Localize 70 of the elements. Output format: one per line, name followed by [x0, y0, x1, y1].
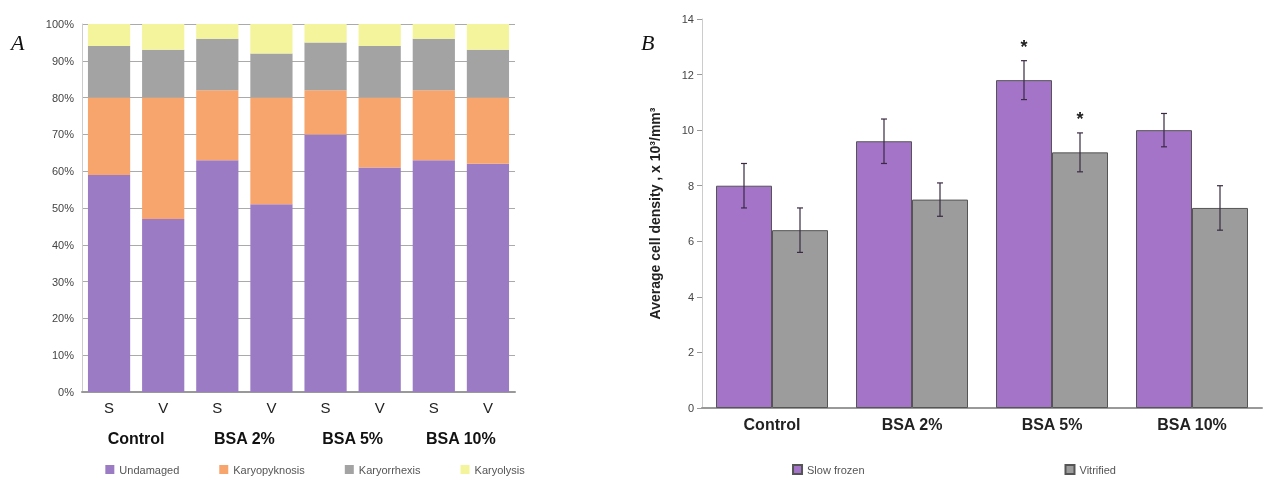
bar: [412, 90, 455, 161]
bar: [412, 160, 455, 392]
y-tick-label: 40%: [51, 238, 75, 251]
bar: [87, 24, 131, 47]
text: BSA 5%: [322, 429, 384, 447]
bar: [304, 24, 347, 43]
x-tick-label: Control: [743, 415, 801, 433]
y-tick-label: 10: [681, 124, 694, 137]
legend-label: Karyopyknosis: [233, 463, 306, 476]
x-tick-label: BSA 10%: [1157, 415, 1227, 433]
text: BSA 2%: [213, 429, 275, 447]
y-axis-title: Average cell density , x 10³/mm³: [647, 107, 663, 320]
y-tick-label: 8: [687, 179, 694, 192]
y-tick-label: 70%: [51, 128, 75, 141]
bar: [250, 204, 293, 392]
y-tick-label: 0: [687, 402, 694, 414]
bar: [358, 97, 401, 168]
bar: [304, 90, 347, 135]
text: BSA 10%: [426, 429, 496, 447]
bar: [142, 219, 185, 392]
bar: [250, 24, 293, 54]
annotation: *: [1020, 36, 1028, 57]
bar: [87, 97, 131, 175]
y-tick-label: 6: [687, 235, 694, 248]
y-tick-label: 4: [687, 290, 694, 303]
legend-label: Undamaged: [119, 463, 180, 476]
x-tick-label: S: [104, 399, 115, 416]
bar: [466, 24, 510, 50]
legend-label: Karyolysis: [474, 463, 526, 476]
y-tick-label: 60%: [51, 165, 75, 178]
bar: [412, 24, 455, 39]
x-tick-label: BSA 2%: [881, 415, 943, 433]
x-tick-label: V: [158, 399, 169, 416]
x-tick-label: BSA 5%: [1021, 415, 1083, 433]
x-tick-label: V: [266, 399, 277, 416]
x-tick-label: V: [482, 399, 493, 416]
bar: [466, 163, 510, 392]
bar: [466, 97, 510, 164]
bar: [358, 167, 401, 392]
y-tick-label: 30%: [51, 275, 75, 288]
text: Control: [107, 429, 165, 447]
bar: [87, 174, 131, 392]
y-tick-label: 20%: [51, 312, 75, 325]
chart-title: A: [9, 29, 25, 55]
y-tick-label: 14: [681, 13, 694, 25]
y-tick-label: 0%: [58, 386, 75, 398]
bar: [358, 24, 401, 47]
legend-label: Vitrified: [1079, 463, 1116, 476]
legend-label: Karyorrhexis: [358, 463, 422, 476]
x-tick-label: V: [374, 399, 385, 416]
x-tick-label: S: [212, 399, 223, 416]
bar: [250, 97, 293, 205]
text: B: [641, 29, 655, 55]
bar: [196, 160, 239, 392]
bar: [142, 97, 185, 220]
y-tick-label: 12: [681, 68, 694, 81]
bar: [142, 24, 185, 50]
x-tick-label: S: [428, 399, 439, 416]
x-tick-label: S: [320, 399, 331, 416]
bar: [304, 134, 347, 392]
bar: [196, 90, 239, 161]
y-tick-label: 100%: [45, 18, 75, 30]
bar: [196, 24, 239, 39]
y-tick-label: 80%: [51, 91, 75, 104]
y-tick-label: 2: [687, 346, 694, 359]
y-tick-label: 50%: [51, 202, 75, 214]
legend-label: Slow frozen: [807, 463, 865, 476]
y-tick-label: 10%: [51, 349, 75, 362]
annotation: *: [1076, 108, 1084, 129]
y-tick-label: 90%: [51, 54, 75, 67]
